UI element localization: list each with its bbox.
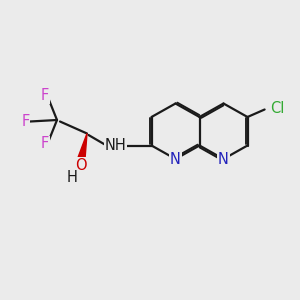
- Text: H: H: [67, 169, 77, 184]
- Text: O: O: [75, 158, 87, 172]
- Text: N: N: [170, 152, 181, 166]
- Text: F: F: [41, 88, 49, 104]
- Polygon shape: [77, 134, 87, 161]
- Text: F: F: [21, 114, 30, 129]
- Text: Cl: Cl: [270, 100, 284, 116]
- Text: N: N: [218, 152, 229, 166]
- Text: NH: NH: [105, 138, 126, 153]
- Text: F: F: [41, 136, 49, 152]
